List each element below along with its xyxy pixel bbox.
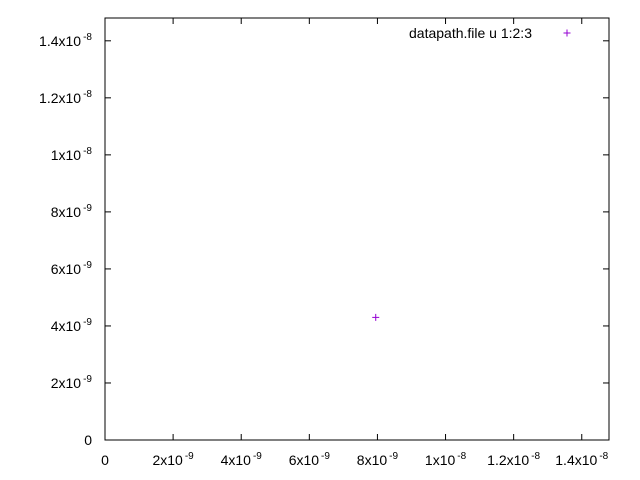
x-tick-label: 1x10 -8 bbox=[425, 451, 467, 468]
x-axis-ticks: 0 2x10 -9 4x10 -9 6x10 -9 8x10 -9 1x10 -8 1.2x10 -8 1… bbox=[101, 18, 609, 468]
x-tick-label: 6x10 -9 bbox=[289, 451, 331, 468]
data-point bbox=[372, 313, 380, 321]
y-tick-label: 1.2x10 -8 bbox=[39, 89, 92, 106]
y-tick-label: 6x10 -9 bbox=[51, 260, 93, 277]
plot-frame bbox=[104, 17, 610, 441]
y-tick-label: 0 bbox=[84, 432, 92, 448]
x-tick-label: 2x10 -9 bbox=[152, 451, 194, 468]
legend-plus-marker bbox=[563, 29, 571, 37]
legend-label: datapath.file u 1:2:3 bbox=[409, 25, 532, 41]
data-points bbox=[372, 313, 380, 321]
legend-marker bbox=[563, 29, 571, 37]
x-tick-label: 1.4x10 -8 bbox=[555, 451, 608, 468]
y-axis-ticks: 0 2x10 -9 4x10 -9 6x10 -9 8x10 -9 1x10 -8 1.2x10 -8 1… bbox=[39, 32, 609, 448]
y-tick-label: 1x10 -8 bbox=[51, 146, 93, 163]
y-tick-label: 2x10 -9 bbox=[51, 374, 93, 391]
legend: datapath.file u 1:2:3 bbox=[409, 25, 571, 41]
x-tick-label: 0 bbox=[101, 452, 109, 468]
y-tick-label: 4x10 -9 bbox=[51, 317, 93, 334]
x-tick-label: 1.2x10 -8 bbox=[487, 451, 540, 468]
x-tick-label: 4x10 -9 bbox=[221, 451, 263, 468]
x-tick-label: 8x10 -9 bbox=[357, 451, 399, 468]
y-tick-label: 8x10 -9 bbox=[51, 203, 93, 220]
y-tick-label: 1.4x10 -8 bbox=[39, 32, 92, 49]
